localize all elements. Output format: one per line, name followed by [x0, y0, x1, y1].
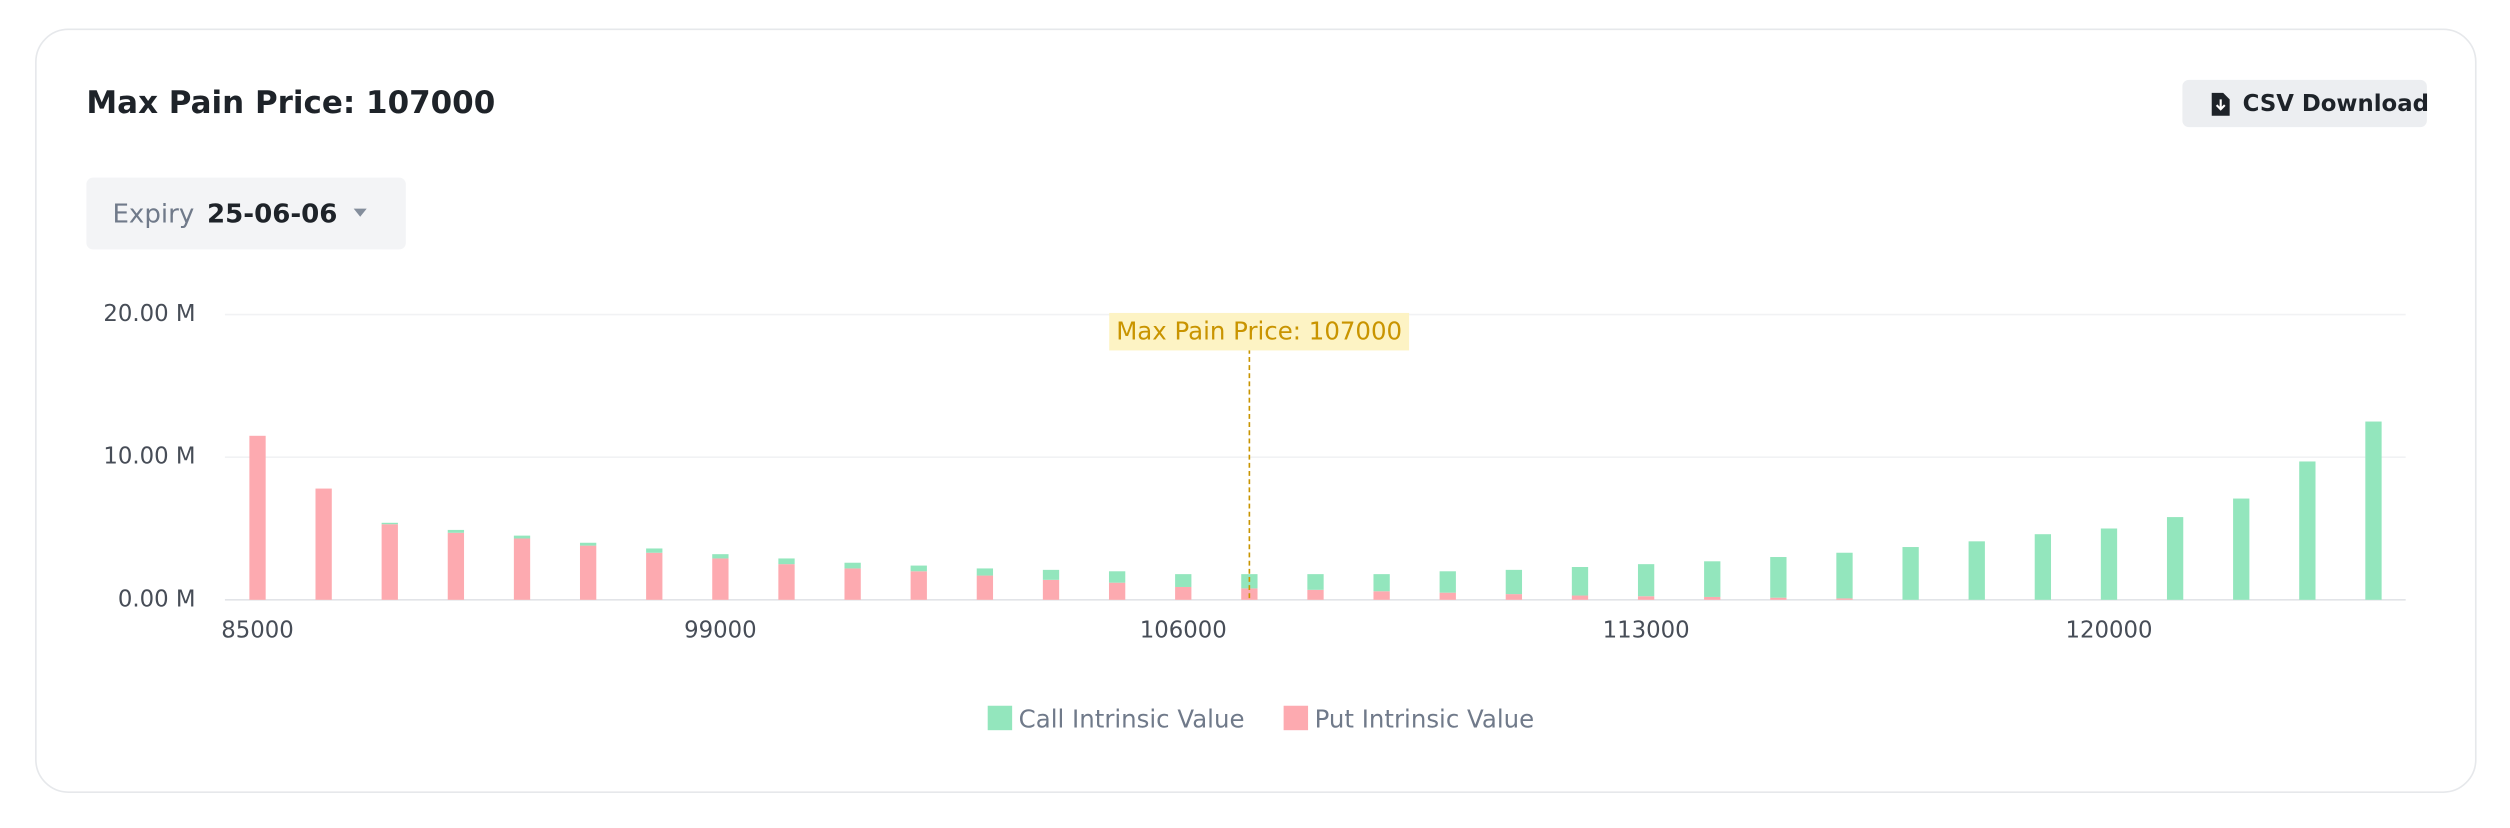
bar-segment: [1637, 564, 1655, 597]
bar-segment: [1704, 561, 1721, 597]
bar-segment: [1373, 574, 1390, 592]
bar-segment: [778, 564, 795, 600]
bar-segment: [778, 558, 795, 565]
bar-segment: [910, 565, 927, 572]
bar-segment: [646, 552, 663, 600]
bar-segment: [1042, 579, 1060, 600]
bar-segment: [1571, 595, 1589, 600]
bar-segment: [712, 558, 729, 600]
bar-segment: [381, 524, 398, 600]
bar-segment: [513, 535, 531, 539]
bar-segment: [910, 571, 927, 600]
bar-segment: [1836, 598, 1853, 600]
bar-segment: [1704, 596, 1721, 600]
legend-swatch: [1283, 705, 1309, 731]
bar-segment: [1175, 574, 1192, 587]
x-tick-label: 120000: [2065, 617, 2152, 643]
bar-segment: [315, 488, 332, 600]
bar-segment: [1175, 586, 1192, 600]
bar-segment: [1571, 567, 1589, 596]
caret: [353, 208, 367, 217]
expiry-label: Expiry: [112, 200, 194, 230]
bar-segment: [1968, 541, 1985, 600]
bar-segment: [381, 522, 398, 525]
bar-segment: [976, 575, 994, 600]
csv-download-button[interactable]: CSV Download: [2182, 79, 2429, 128]
expiry-select[interactable]: Expiry 25-06-06: [86, 177, 406, 250]
bar-segment: [579, 542, 597, 546]
bar-segment: [1439, 592, 1456, 600]
expiry-value: 25-06-06: [207, 200, 337, 230]
y-tick-label: 10.00 M: [103, 444, 195, 470]
bar-segment: [1637, 596, 1655, 600]
bar-segment: [249, 435, 266, 600]
bar-segment: [646, 548, 663, 553]
bar-segment: [712, 554, 729, 559]
annotation-background: [1109, 312, 1410, 351]
legend-label: Put Intrinsic Value: [1315, 704, 1535, 733]
bar-segment: [844, 562, 861, 569]
y-tick-label: 20.00 M: [103, 301, 195, 327]
bar-segment: [2034, 534, 2052, 600]
bar-segment: [1770, 557, 1787, 598]
bar-segment: [447, 529, 465, 533]
bar-segment: [2299, 461, 2316, 600]
bar-segment: [1108, 571, 1126, 583]
bar-segment: [1902, 547, 1919, 600]
x-tick-label: 106000: [1140, 617, 1227, 643]
bar-segment: [513, 538, 531, 600]
card-title: Max Pain Price: 107000: [86, 85, 495, 121]
select-background: [86, 177, 406, 250]
bar-segment: [1439, 571, 1456, 593]
bar-segment: [844, 568, 861, 600]
button-label: CSV Download: [2243, 91, 2429, 117]
bar-segment: [1836, 552, 1853, 599]
card: [35, 28, 2477, 793]
x-tick-label: 99000: [684, 617, 757, 643]
bar-segment: [1108, 582, 1126, 600]
bar-segment: [2365, 421, 2382, 600]
bar-segment: [2233, 498, 2250, 600]
bar-segment: [579, 545, 597, 600]
legend-label: Call Intrinsic Value: [1019, 704, 1245, 733]
annotation-label: Max Pain Price: 107000: [1116, 317, 1402, 346]
bar-segment: [2100, 528, 2118, 600]
bar-segment: [1307, 589, 1324, 600]
x-tick-label: 113000: [1603, 617, 1690, 643]
bar-segment: [1373, 591, 1390, 600]
bar-segment: [1042, 569, 1060, 580]
bar-segment: [2166, 517, 2184, 600]
bar-segment: [1505, 594, 1523, 600]
bar-segment: [447, 532, 465, 600]
download-arrow: [2215, 99, 2226, 111]
bar-segment: [1770, 597, 1787, 600]
x-tick-label: 85000: [221, 617, 294, 643]
bar-segment: [1307, 574, 1324, 590]
y-tick-label: 0.00 M: [118, 586, 196, 612]
button-background: [2182, 79, 2427, 128]
bar-segment: [1505, 569, 1523, 595]
legend-swatch: [987, 705, 1013, 731]
bar-segment: [976, 568, 994, 576]
